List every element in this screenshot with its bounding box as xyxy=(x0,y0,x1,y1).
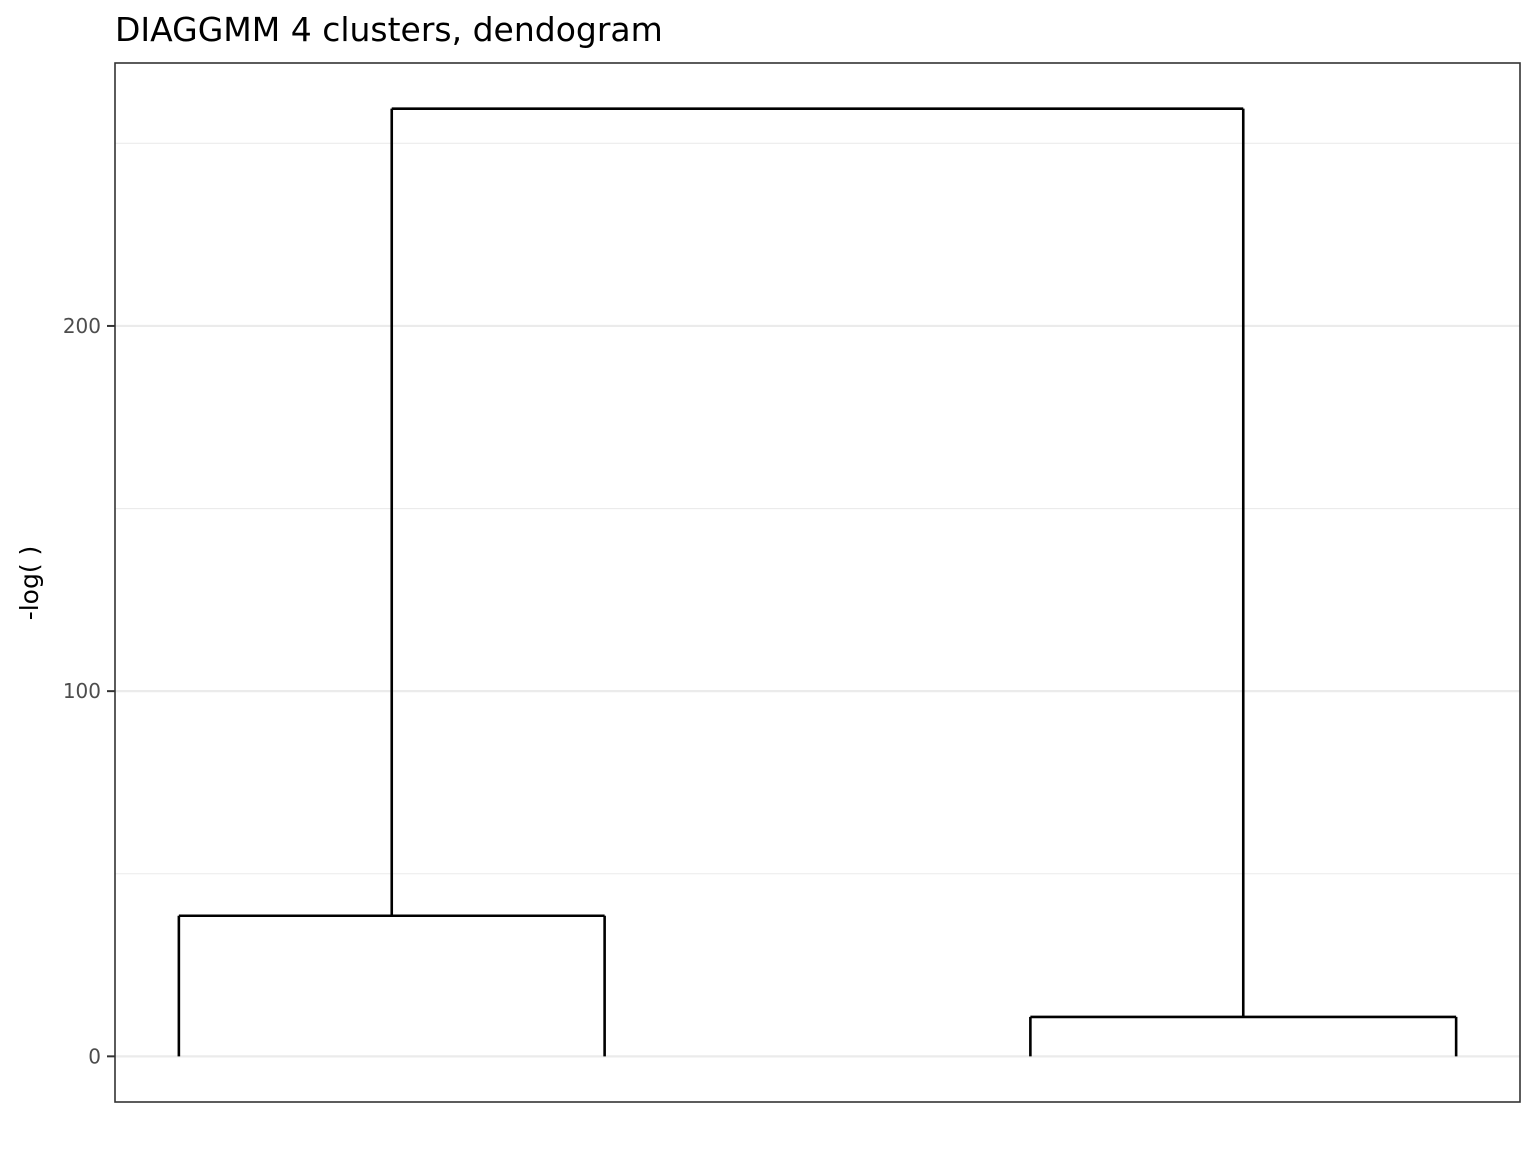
chart-title: DIAGGMM 4 clusters, dendogram xyxy=(115,10,663,49)
y-tick-label-1: 100 xyxy=(63,679,101,703)
y-axis-ticks: 0 100 200 xyxy=(63,314,115,1068)
dendrogram-segments xyxy=(177,107,1458,1057)
y-tick-label-2: 200 xyxy=(63,314,101,338)
y-axis-label: -log( ) xyxy=(15,546,44,621)
y-tick-label-0: 0 xyxy=(88,1044,101,1068)
panel-border xyxy=(114,62,1521,1103)
grid-layer xyxy=(115,142,1520,1058)
